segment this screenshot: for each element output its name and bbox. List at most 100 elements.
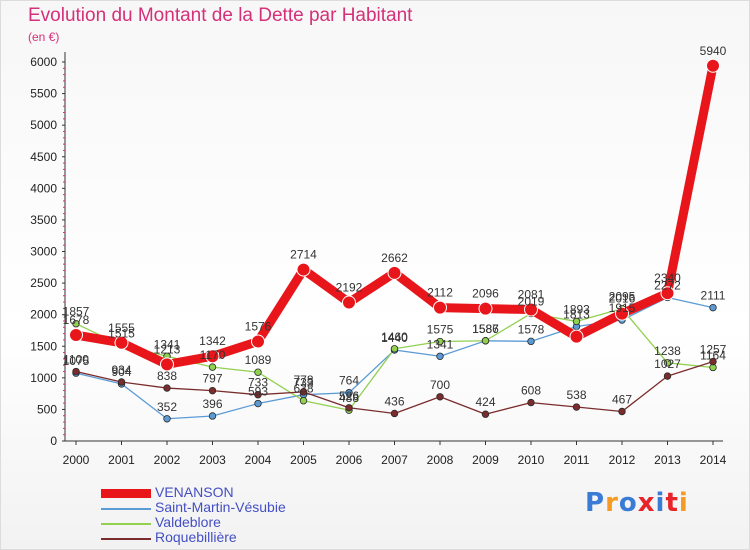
data-label: 1341	[154, 337, 181, 351]
x-tick-label: 2002	[154, 453, 181, 467]
data-label: 733	[293, 376, 313, 390]
y-tick-label: 5500	[30, 87, 57, 101]
logo-letter: t	[665, 488, 679, 518]
legend-label: Roquebillière	[155, 529, 237, 545]
x-tick-label: 2000	[63, 453, 90, 467]
data-point	[345, 389, 353, 397]
data-label: 2081	[518, 288, 545, 302]
data-label: 1342	[199, 334, 226, 348]
y-tick-label: 2000	[30, 308, 57, 322]
data-label: 1893	[563, 302, 590, 316]
data-point	[72, 319, 80, 328]
data-label: 2340	[654, 271, 681, 285]
data-point	[706, 58, 720, 73]
data-label: 5940	[700, 44, 727, 58]
x-tick-label: 2010	[518, 453, 545, 467]
x-tick-label: 2001	[108, 453, 135, 467]
x-tick-label: 2006	[336, 453, 363, 467]
data-point	[251, 334, 265, 349]
data-label: 700	[430, 378, 450, 392]
data-label: 2272	[654, 278, 681, 292]
data-label: 352	[157, 400, 177, 414]
data-point	[342, 295, 356, 310]
data-point	[709, 303, 717, 312]
data-label: 1575	[427, 323, 454, 337]
y-tick-label: 3000	[30, 245, 57, 259]
legend-item-venanson[interactable]: VENANSON	[101, 484, 401, 501]
x-tick-label: 2003	[199, 453, 226, 467]
x-tick-label: 2008	[427, 453, 454, 467]
y-tick-label: 6000	[30, 55, 57, 69]
legend-item-saint-martin-vesubie[interactable]: Saint-Martin-Vésubie	[101, 499, 401, 516]
x-tick-label: 2013	[654, 453, 681, 467]
data-label: 797	[202, 372, 222, 386]
data-point	[296, 262, 311, 277]
data-label: 1027	[654, 357, 681, 371]
logo-letter: P	[585, 488, 606, 518]
data-point	[615, 306, 629, 321]
data-label: 2019	[518, 294, 545, 308]
data-point	[208, 386, 217, 395]
x-tick-label: 2004	[245, 453, 272, 467]
data-label: 467	[612, 393, 632, 407]
data-point	[709, 357, 717, 366]
data-point	[299, 396, 308, 405]
data-label: 2016	[609, 292, 636, 306]
legend-swatch	[101, 508, 151, 510]
legend-swatch	[101, 523, 151, 525]
data-point	[254, 390, 262, 399]
data-label: 638	[293, 382, 313, 396]
data-point	[436, 352, 444, 360]
data-label: 526	[339, 389, 359, 403]
data-label: 2096	[472, 287, 499, 301]
legend-item-roquebilliere[interactable]: Roquebillière	[101, 529, 401, 546]
data-point	[436, 337, 444, 346]
data-point	[660, 286, 675, 301]
y-tick-label: 5000	[30, 118, 57, 132]
data-label: 764	[339, 374, 359, 388]
data-point	[205, 349, 220, 364]
y-tick-label: 3500	[30, 213, 57, 227]
data-label: 424	[475, 395, 495, 409]
legend-label: Saint-Martin-Vésubie	[155, 499, 286, 515]
y-tick-label: 1500	[30, 339, 57, 353]
legend: VENANSON Saint-Martin-Vésubie Valdeblore…	[101, 484, 401, 546]
y-tick-label: 4500	[30, 150, 57, 164]
legend-item-valdeblore[interactable]: Valdeblore	[101, 514, 401, 531]
y-tick-label: 2500	[30, 276, 57, 290]
data-point	[254, 399, 262, 408]
logo-letter: x	[637, 488, 656, 518]
chart-title: Evolution du Montant de la Dette par Hab…	[28, 5, 413, 26]
data-label: 1915	[609, 301, 636, 315]
logo-letter: i	[678, 488, 689, 518]
data-label: 538	[566, 388, 586, 402]
data-point	[572, 317, 581, 326]
data-label: 2714	[290, 248, 317, 262]
data-point	[208, 412, 217, 420]
data-label: 1075	[63, 354, 90, 368]
data-label: 1341	[427, 337, 454, 351]
data-label: 1164	[700, 348, 726, 362]
data-point	[478, 301, 493, 316]
x-tick-label: 2005	[290, 453, 317, 467]
data-point	[569, 329, 584, 344]
data-label: 1100	[63, 353, 89, 367]
data-label: 1555	[108, 321, 135, 335]
data-label: 1515	[108, 326, 135, 340]
proxiti-logo: Proxiti	[585, 488, 689, 518]
series-line-0	[71, 61, 718, 369]
x-tick-label: 2007	[381, 453, 408, 467]
data-point	[345, 404, 353, 412]
data-point	[433, 300, 447, 315]
data-point	[527, 337, 535, 346]
data-point	[163, 384, 171, 392]
data-label: 593	[248, 385, 268, 399]
data-label: 436	[384, 394, 404, 408]
data-point	[69, 328, 83, 343]
data-label: 2192	[336, 281, 363, 295]
x-tick-label: 2009	[472, 453, 499, 467]
data-point	[114, 335, 129, 350]
data-label: 1578	[518, 322, 545, 336]
